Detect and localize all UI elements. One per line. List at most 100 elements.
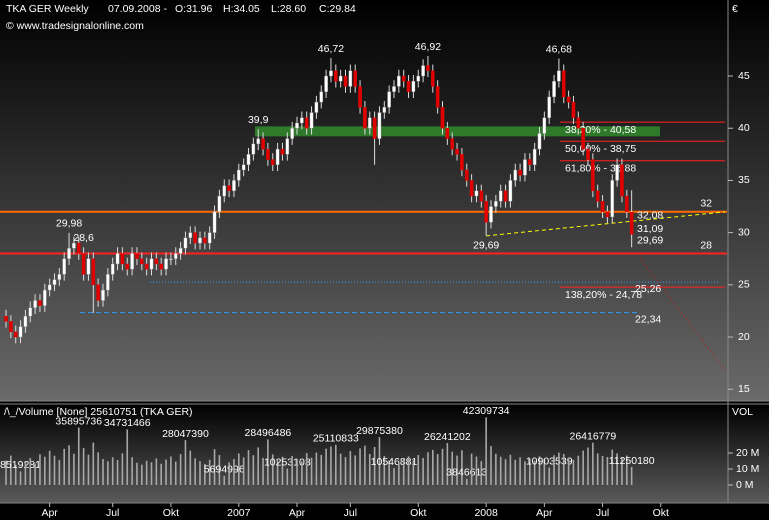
candle-body (620, 164, 624, 197)
volume-bar (533, 460, 536, 485)
volume-bar (480, 461, 483, 485)
candle-body (241, 164, 246, 171)
volume-bar (29, 458, 32, 485)
trend-label: 31,09 (637, 223, 663, 235)
candle-body (149, 258, 154, 270)
volume-bar (14, 464, 17, 485)
volume-label: 11250180 (609, 455, 655, 467)
candle-body (13, 331, 18, 338)
candle-body (600, 201, 605, 212)
volume-bar (141, 464, 143, 485)
candle-body (169, 258, 173, 260)
volume-bar (432, 449, 434, 485)
candle-body (207, 232, 212, 244)
candle-body (232, 180, 236, 192)
volume-bar (252, 455, 255, 485)
volume-bar (58, 459, 61, 485)
candle-body (4, 315, 8, 322)
candle-body (629, 211, 634, 235)
volume-bar (5, 460, 7, 485)
volume-bar (325, 448, 327, 485)
candle-body (96, 284, 100, 301)
volume-bar (562, 453, 565, 485)
candle-body (38, 300, 42, 306)
candle-body (348, 70, 353, 87)
volume-bar (155, 458, 158, 485)
candle-body (188, 232, 193, 239)
candle-body (615, 164, 619, 181)
volume-label: 26416779 (569, 431, 616, 443)
candle-body (450, 138, 455, 150)
candle-body (571, 101, 576, 118)
volume-bar (335, 444, 337, 485)
candle-body (581, 128, 585, 150)
volume-bar (160, 463, 162, 485)
volume-label: 29875380 (356, 425, 403, 437)
volume-bar (242, 457, 245, 485)
volume-bar (208, 459, 211, 485)
candle-body (518, 169, 522, 176)
candle-body (72, 242, 76, 249)
candle-body (431, 70, 435, 87)
candle-body (338, 75, 343, 82)
candle-body (115, 253, 120, 265)
candle-body (183, 237, 188, 249)
volume-bar (451, 451, 453, 485)
candle-body (217, 195, 222, 212)
volume-bar (383, 456, 386, 485)
price-annotation: 28,6 (73, 232, 94, 244)
volume-bar (402, 459, 405, 485)
volume-bar (436, 454, 439, 485)
volume-label: 28496486 (245, 427, 292, 439)
x-tick-label: Okt (410, 507, 426, 519)
candle-body (47, 284, 52, 291)
volume-label: 35895736 (55, 415, 102, 427)
candle-body (154, 258, 159, 265)
x-tick-label: 2007 (227, 507, 251, 519)
candle-body (62, 258, 66, 275)
candle-body (435, 86, 440, 108)
candle-body (406, 81, 411, 92)
volume-bar (174, 461, 177, 485)
volume-bar (611, 449, 614, 485)
candle-body (479, 190, 484, 202)
volume-bar (73, 453, 75, 485)
volume-bar (577, 455, 580, 485)
y-tick-label: 40 (738, 122, 750, 134)
y-tick-label: 20 (738, 331, 750, 343)
volume-panel (0, 404, 769, 503)
volume-bar (262, 457, 264, 485)
volume-bar (495, 453, 497, 485)
candle-body (513, 169, 518, 181)
x-tick-label: Jul (596, 507, 609, 519)
candle-body (57, 274, 62, 280)
candle-body (329, 70, 333, 77)
candle-body (401, 75, 406, 82)
volume-bar (364, 445, 366, 485)
volume-bar (184, 440, 187, 485)
candle-body (67, 248, 71, 259)
subtitle: 07.09.2008 - (108, 3, 167, 15)
candle-body (523, 159, 527, 176)
candle-body (561, 70, 566, 98)
candle-body (198, 237, 202, 244)
volume-bar (441, 448, 444, 485)
candle-body (33, 300, 37, 308)
fib-label: 138,20% - 24,78 (565, 289, 642, 301)
x-tick-label: 2008 (474, 507, 498, 519)
volume-bar (286, 468, 289, 485)
candle-body (586, 148, 590, 160)
candle-body (91, 258, 96, 286)
volume-bar (281, 456, 284, 485)
volume-bar (378, 437, 381, 485)
candle-body (125, 263, 130, 270)
volume-bar (19, 471, 22, 485)
candle-body (343, 75, 348, 87)
chart-title: TKA GER Weekly (6, 3, 89, 15)
volume-bar (228, 462, 230, 485)
candle-body (236, 169, 241, 181)
note-label: 29,69 (637, 235, 663, 247)
volume-bar (102, 459, 104, 485)
volume-bar (107, 461, 109, 485)
